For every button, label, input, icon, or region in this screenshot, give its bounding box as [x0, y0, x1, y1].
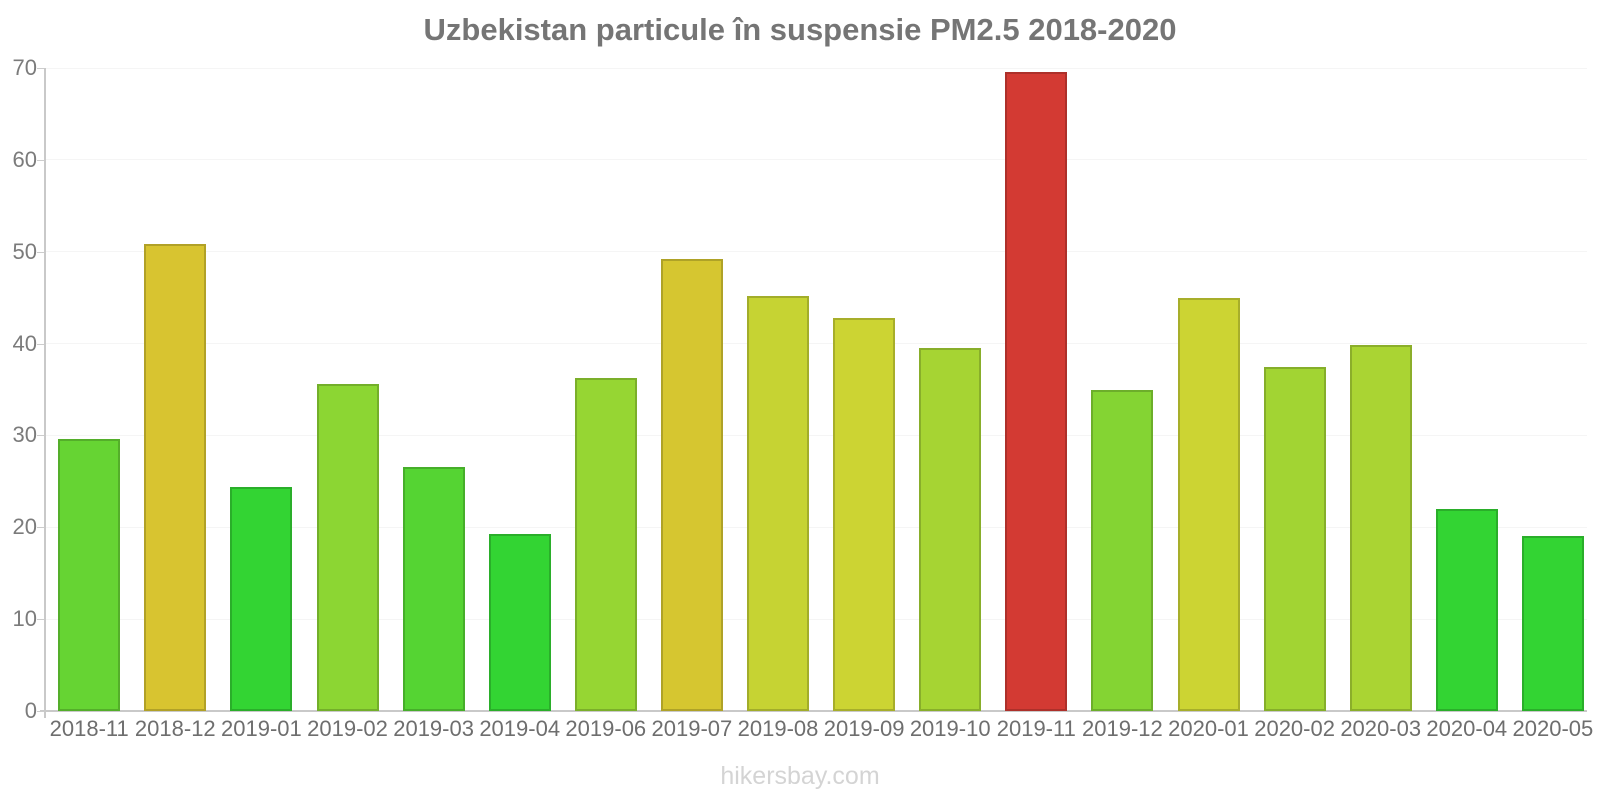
y-tick-label: 20: [12, 514, 37, 540]
y-tick-label: 70: [12, 55, 37, 80]
x-tick-label: 2019-10: [909, 716, 991, 741]
y-axis-tick: [37, 619, 44, 621]
x-tick-label: 2019-04: [479, 716, 561, 741]
y-tick-label: 40: [12, 330, 37, 356]
x-tick-label: 2019-06: [565, 716, 647, 741]
bar-2019-06: [574, 378, 637, 711]
bar-2020-02: [1263, 366, 1326, 711]
y-axis-tick: [37, 711, 44, 712]
y-tick-label: 60: [12, 146, 37, 172]
x-tick-label: 2019-07: [651, 716, 733, 741]
bar-2020-01: [1177, 297, 1240, 711]
gridline: [46, 434, 1587, 436]
y-axis-tick: [37, 435, 44, 437]
bar-2019-04: [488, 533, 551, 711]
x-tick-label: 2018-12: [134, 716, 216, 741]
bar-2019-03: [402, 466, 465, 711]
bar-2020-05: [1521, 536, 1584, 711]
x-tick-label: 2020-05: [1512, 716, 1594, 741]
x-tick-label: 2019-12: [1082, 716, 1163, 741]
x-tick-label: 2019-03: [393, 716, 474, 741]
x-tick-label: 2019-11: [996, 716, 1076, 741]
bar-2019-09: [833, 317, 896, 711]
x-tick-label: 2019-08: [737, 716, 819, 741]
bar-2019-11: [1005, 71, 1068, 711]
y-axis-line: [44, 68, 46, 718]
x-tick-label: 2019-09: [823, 716, 905, 741]
footer-watermark: hikersbay.com: [720, 762, 880, 790]
y-axis-tick: [37, 251, 44, 253]
y-tick-label: 50: [12, 238, 37, 264]
bar-2019-07: [660, 259, 723, 711]
bar-2018-11: [58, 439, 121, 711]
x-tick-label: 2020-03: [1340, 716, 1422, 741]
bar-2020-04: [1435, 508, 1498, 711]
gridline: [46, 618, 1587, 620]
chart-title: Uzbekistan particule în suspensie PM2.5 …: [423, 12, 1177, 47]
y-axis-tick: [37, 68, 44, 69]
bar-2020-03: [1349, 345, 1412, 711]
gridline: [46, 251, 1587, 253]
bar-2019-08: [747, 295, 809, 711]
x-tick-label: 2018-11: [49, 716, 129, 741]
bar-2019-01: [230, 486, 293, 711]
bar-2018-12: [144, 244, 207, 711]
x-tick-label: 2020-01: [1168, 716, 1249, 741]
bar-2019-02: [316, 383, 379, 711]
y-tick-label: 0: [24, 698, 37, 723]
x-tick-label: 2019-02: [307, 716, 388, 741]
y-tick-label: 10: [12, 606, 37, 632]
gridline: [46, 526, 1587, 528]
gridline: [46, 159, 1587, 161]
x-axis-line: [40, 710, 1587, 712]
y-axis-tick: [37, 159, 44, 161]
gridline: [46, 343, 1587, 345]
bar-2019-12: [1091, 389, 1154, 711]
bar-2019-10: [919, 348, 982, 711]
x-tick-label: 2020-04: [1426, 716, 1508, 741]
y-axis-tick: [37, 343, 44, 345]
x-tick-label: 2020-02: [1254, 716, 1335, 741]
y-tick-label: 30: [12, 422, 37, 448]
gridline: [46, 67, 1587, 69]
y-axis-tick: [37, 527, 44, 529]
x-tick-label: 2019-01: [221, 716, 302, 741]
